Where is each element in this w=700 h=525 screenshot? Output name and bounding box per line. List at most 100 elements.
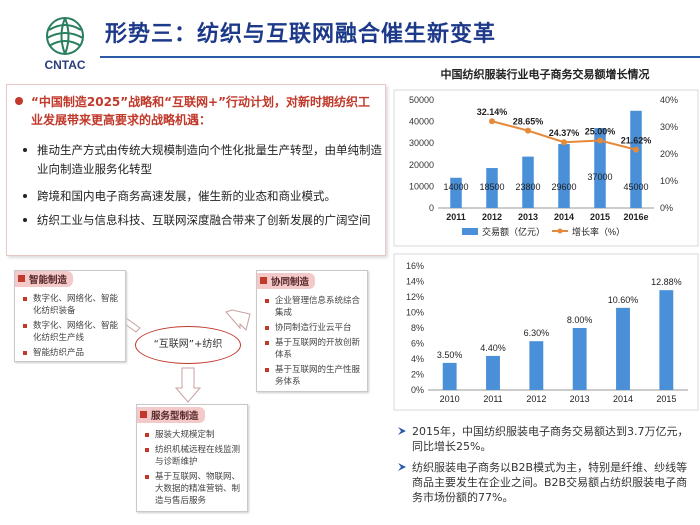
chart1-x-tick: 2015 [590, 212, 610, 222]
strategy-item: 纺织工业与信息科技、互联网深度融合带来了创新发展的广阔空间 [23, 211, 382, 230]
note-item: 2015年，中国纺织服装电子商务交易额达到3.7万亿元，同比增长25%。 [396, 424, 696, 454]
chart1-bar-label: 14000 [443, 182, 468, 192]
chart1-legend-label: 增长率（%） [572, 226, 625, 237]
center-ellipse: “互联网”+纺织 [135, 326, 241, 364]
chart2-y-tick: 14% [406, 277, 424, 287]
strategy-headline: “中国制造2025”战略和“互联网+”行动计划，对新时期纺织工业发展带来更高要求… [15, 93, 377, 129]
chart1-bar-label: 45000 [623, 182, 648, 192]
chart1-bar-label: 37000 [587, 172, 612, 182]
chart2-y-tick: 8% [411, 323, 424, 333]
chart1-growth-label: 32.14% [477, 107, 508, 117]
bullet-dot-icon [23, 148, 27, 152]
list-item: 基于互联网的开放创新体系 [265, 337, 365, 361]
chart1-growth-label: 28.65% [513, 117, 544, 127]
chart1-y2-tick: 0% [660, 203, 673, 213]
chart2-y-tick: 2% [411, 370, 424, 380]
chart1-growth-point [489, 118, 495, 125]
ecommerce-chart: 0 10000 20000 30000 40000 50000 0% 10% 20% 30% 40%… [393, 89, 699, 247]
collaborative-manufacturing-header: 协同制造 [257, 273, 316, 289]
chart1-growth-point [561, 139, 567, 146]
chart1-bar [558, 144, 570, 208]
chart1-bar [594, 128, 606, 208]
chart1-y2-tick: 30% [660, 122, 678, 132]
chart1-y-tick: 30000 [409, 138, 434, 148]
chart2-y-tick: 6% [411, 339, 424, 349]
chart2-x-tick: 2013 [570, 394, 590, 404]
chart2-y-tick: 16% [406, 261, 424, 271]
collaborative-manufacturing-box: 协同制造 企业管理信息系统综合集成 协同制造行业云平台 基于互联网的开放创新体系… [256, 270, 368, 392]
arrow-right-icon [225, 309, 251, 331]
chart2-bar-label: 8.00% [567, 315, 593, 325]
chart1-legend-marker [557, 228, 563, 234]
chart1-growth-label: 21.62% [621, 136, 652, 146]
chart2-y-tick: 12% [406, 292, 424, 302]
chart2-y-tick: 4% [411, 354, 424, 364]
chart1-y-tick: 0 [429, 203, 434, 213]
list-item: 数字化、网络化、智能化纺织生产线 [23, 320, 123, 344]
list-item: 智能纺织产品 [23, 347, 123, 359]
chart1-bar [486, 168, 498, 208]
chart1-bar [630, 110, 642, 208]
chart1-bar [522, 156, 534, 208]
chart2-bar-label: 3.50% [437, 350, 463, 360]
chart1-y2-tick: 20% [660, 149, 678, 159]
smart-manufacturing-header: 智能制造 [15, 271, 74, 287]
list-item: 协同制造行业云平台 [265, 322, 365, 334]
chart1-y2-tick: 10% [660, 176, 678, 186]
chart2-x-tick: 2014 [613, 394, 633, 404]
chart1-growth-point [597, 137, 603, 144]
chart1-y-tick: 50000 [409, 95, 434, 105]
chart1-bar-label: 18500 [479, 182, 504, 192]
red-bullet-icon [15, 97, 23, 105]
chart1-growth-label: 24.37% [549, 128, 580, 138]
chart2-y-tick: 0% [411, 385, 424, 395]
service-manufacturing-box: 服务型制造 服装大规模定制 纺织机械远程在线监测与诊断维护 基于互联网、物联网、… [136, 404, 248, 512]
chart1-y-tick: 20000 [409, 160, 434, 170]
chart1-y2-tick: 40% [660, 95, 678, 105]
list-item: 数字化、网络化、智能化纺织装备 [23, 293, 123, 317]
chart1-growth-point [633, 146, 639, 153]
chart1-x-tick: 2014 [554, 212, 574, 222]
chart2-bar [616, 307, 630, 390]
list-item: 企业管理信息系统综合集成 [265, 295, 365, 319]
chart2-bar [572, 328, 587, 390]
chart2-y-tick: 10% [406, 308, 424, 318]
chart2-bar-label: 6.30% [524, 328, 550, 338]
chart1-x-tick: 2013 [518, 212, 538, 222]
chart2-bar [659, 290, 674, 390]
chart1-x-tick: 2011 [446, 212, 466, 222]
arrow-bullet-icon [398, 427, 406, 435]
market-share-chart: 0% 2% 4% 6% 8% 10% 12% 14% 16% 3.50% 2010 4.40% 2011… [393, 253, 699, 411]
chart1-y-tick: 10000 [409, 181, 434, 191]
bullet-dot-icon [23, 218, 27, 222]
chart2-bar [529, 341, 544, 390]
list-item: 纺织机械远程在线监测与诊断维护 [145, 444, 245, 468]
chart1-y-tick: 40000 [409, 117, 434, 127]
smart-manufacturing-box: 智能制造 数字化、网络化、智能化纺织装备 数字化、网络化、智能化纺织生产线 智能… [14, 270, 126, 362]
list-item: 基于互联网、物联网、大数据的精准营销、制造与售后服务 [145, 471, 245, 507]
chart2-bar [486, 355, 500, 390]
chart2-bar-label: 4.40% [480, 343, 506, 353]
list-item: 服装大规模定制 [145, 429, 245, 441]
logo-text: CNTAC [44, 58, 86, 72]
strategy-item: 跨境和国内电子商务高速发展，催生新的业态和商业模式。 [23, 187, 382, 206]
chart2-bar-label: 10.60% [608, 295, 639, 305]
square-bullet-icon [140, 411, 147, 418]
chart2-bar-label: 12.88% [651, 277, 682, 287]
chart2-x-tick: 2012 [526, 394, 546, 404]
strategy-textbox: “中国制造2025”战略和“互联网+”行动计划，对新时期纺织工业发展带来更高要求… [6, 84, 386, 256]
chart2-frame [393, 253, 699, 411]
chart1-x-tick: 2016e [623, 212, 648, 222]
chart1-legend-label: 交易额（亿元） [482, 226, 545, 237]
chart1-bar-label: 29600 [551, 182, 576, 192]
chart1-x-tick: 2012 [482, 212, 502, 222]
title-divider [100, 56, 700, 58]
square-bullet-icon [18, 275, 25, 282]
arrow-bullet-icon [398, 463, 406, 471]
chart2-bar [442, 362, 457, 390]
cntac-logo [46, 17, 84, 55]
service-manufacturing-header: 服务型制造 [137, 407, 205, 423]
bullet-dot-icon [23, 194, 27, 198]
chart1-frame [393, 89, 699, 247]
chart1-growth-label: 25.00% [585, 127, 616, 137]
